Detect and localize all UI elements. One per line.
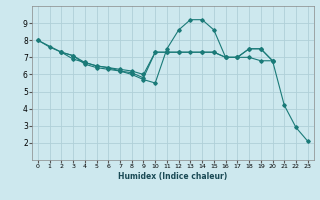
X-axis label: Humidex (Indice chaleur): Humidex (Indice chaleur): [118, 172, 228, 181]
